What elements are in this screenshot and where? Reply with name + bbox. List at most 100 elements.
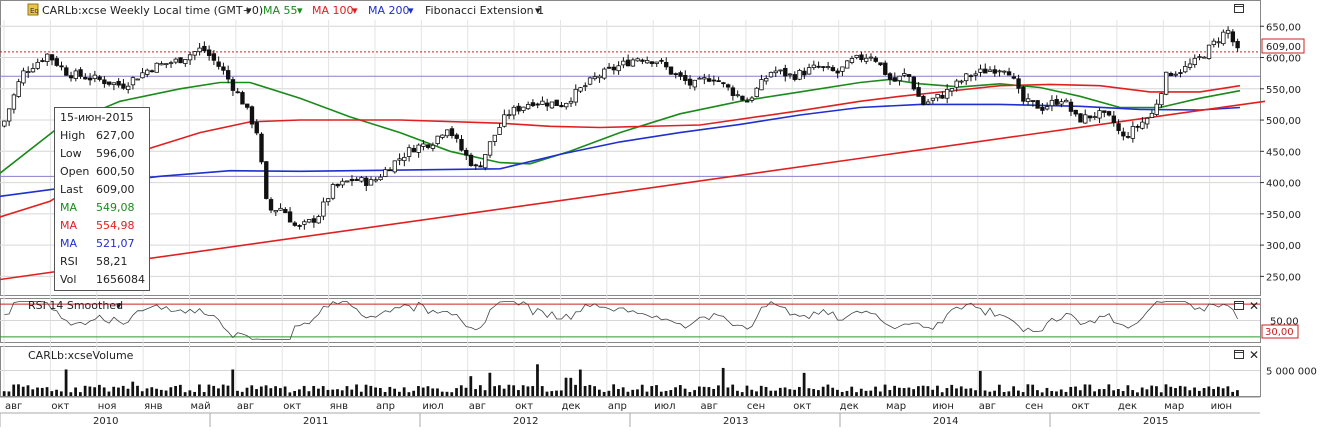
candle-body — [611, 66, 617, 71]
candle-body — [278, 207, 283, 211]
volume-bar — [993, 390, 996, 396]
volume-bar — [669, 390, 673, 396]
volume-tick-label: 5 000 000 — [1266, 366, 1317, 377]
volume-bar — [588, 384, 592, 396]
candle-body — [1187, 63, 1193, 68]
candle-body — [816, 65, 821, 68]
candle-layer — [2, 26, 1240, 230]
ma100-label[interactable]: MA 100 — [312, 4, 354, 17]
ma200-label[interactable]: MA 200 — [368, 4, 410, 17]
volume-bar — [750, 389, 754, 396]
candle-body — [378, 176, 383, 181]
info-row-last: Last 609,00 — [60, 181, 145, 199]
volume-bar — [83, 385, 87, 396]
volume-bar — [612, 384, 616, 396]
candle-body — [1135, 125, 1140, 128]
volume-bar — [398, 391, 401, 396]
info-row-key: MA — [60, 201, 78, 214]
volume-bar — [26, 385, 30, 396]
candle-body — [864, 57, 869, 62]
symbol-label[interactable]: CARLb:xcse Weekly Local time (GMT+0) — [42, 4, 263, 17]
month-tick-label: май — [190, 401, 210, 412]
volume-bar — [469, 376, 473, 396]
volume-bar — [31, 389, 35, 396]
info-row-key: MA — [60, 219, 78, 232]
volume-bar — [1216, 386, 1220, 396]
volume-bar — [1002, 392, 1006, 396]
volume-bar — [807, 388, 811, 396]
candle-body — [483, 154, 488, 169]
candle-body — [435, 135, 440, 144]
fib-label[interactable]: Fibonacci Extension 1 — [425, 4, 544, 17]
volume-bar — [636, 389, 639, 396]
candle-body — [716, 80, 721, 83]
volume-bar — [778, 387, 782, 396]
fib-dropdown-icon[interactable]: ▾ — [535, 4, 541, 17]
volume-bar — [178, 384, 182, 396]
candle-body — [383, 169, 388, 177]
volume-bar — [536, 364, 539, 396]
candle-body — [645, 60, 650, 64]
candle-body — [78, 69, 83, 77]
volume-close-icon[interactable]: ✕ — [1249, 348, 1259, 362]
candle-body — [40, 60, 45, 62]
symbol-icon[interactable] — [27, 3, 39, 16]
candle-body — [397, 158, 402, 161]
candle-body — [825, 66, 831, 68]
volume-bar — [493, 386, 496, 396]
volume-bar — [831, 387, 835, 396]
volume-label[interactable]: CARLb:xcseVolume — [28, 349, 134, 362]
candle-body — [1140, 121, 1145, 129]
volume-bar — [317, 388, 320, 396]
month-tick-label: окт — [1072, 401, 1090, 412]
volume-bar — [193, 391, 197, 396]
volume-bar — [517, 390, 520, 396]
volume-bar — [378, 388, 382, 396]
ma55-label[interactable]: MA 55 — [263, 4, 298, 17]
month-tick-label: авг — [701, 401, 718, 412]
volume-bar — [426, 386, 430, 396]
rsi-maximize-icon[interactable] — [1234, 301, 1244, 310]
ma55-dropdown-icon[interactable]: ▾ — [297, 4, 303, 17]
volume-bar — [369, 385, 373, 396]
candle-body — [621, 60, 626, 66]
x-axis: авг окт ноя янв май авг окт янв апр июл авг окт дек а… — [0, 396, 1260, 427]
candle-body — [583, 85, 588, 88]
ma100-dropdown-icon[interactable]: ▾ — [352, 4, 358, 17]
volume-bar — [974, 390, 977, 396]
candle-body — [792, 74, 797, 80]
info-row-value: 596,00 — [96, 147, 135, 160]
candle-body — [1059, 101, 1064, 105]
rsi-dropdown-icon[interactable]: ▾ — [116, 299, 122, 312]
candle-body — [759, 79, 764, 91]
candle-body — [711, 79, 717, 82]
candle-body — [459, 138, 464, 151]
last-price-label: 609,00 — [1266, 42, 1301, 53]
volume-bar — [769, 390, 773, 396]
volume-bar — [307, 391, 311, 396]
month-tick-label: дек — [1118, 401, 1137, 412]
volume-maximize-icon[interactable] — [1234, 350, 1244, 359]
candle-body — [578, 87, 583, 92]
info-row-low: Low 596,00 — [60, 145, 145, 163]
volume-bar — [978, 370, 982, 396]
volume-bar — [1193, 387, 1196, 396]
candle-body — [1130, 126, 1136, 139]
rsi-label[interactable]: RSI 14 Smoothed — [28, 299, 123, 312]
month-tick-label: окт — [793, 401, 811, 412]
candle-body — [349, 178, 355, 182]
volume-bar — [50, 391, 54, 396]
price-maximize-icon[interactable] — [1234, 4, 1244, 13]
candle-body — [116, 80, 121, 86]
info-row-value: 549,08 — [96, 201, 135, 214]
rsi-close-icon[interactable]: ✕ — [1249, 299, 1259, 313]
volume-bar — [255, 389, 258, 396]
symbol-dropdown-icon[interactable]: ▾ — [246, 4, 252, 17]
volume-bar — [817, 390, 820, 396]
ma200-dropdown-icon[interactable]: ▾ — [408, 4, 414, 17]
volume-bar — [245, 387, 249, 396]
volume-bar — [1036, 390, 1039, 396]
candle-body — [878, 62, 883, 66]
candle-body — [640, 59, 645, 62]
